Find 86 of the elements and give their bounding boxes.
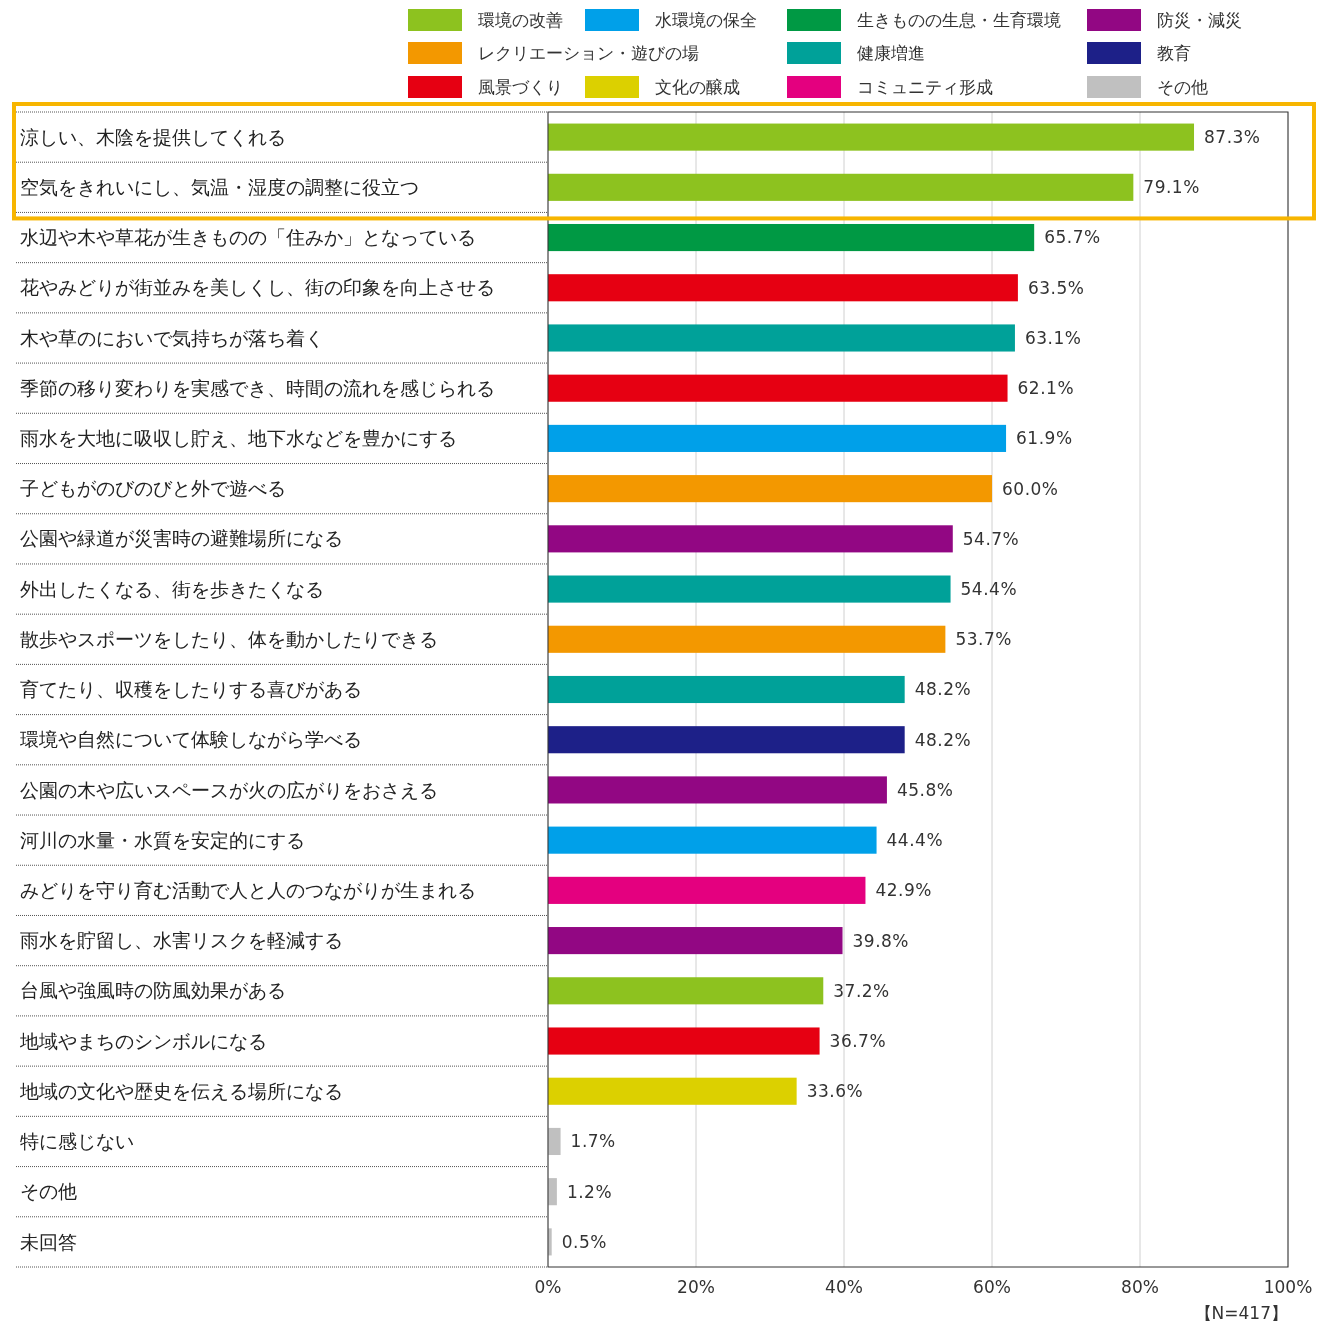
y-tick-label: 地域やまちのシンボルになる bbox=[19, 1029, 267, 1052]
data-label: 63.5% bbox=[1027, 277, 1085, 298]
bar bbox=[548, 525, 953, 553]
y-tick-label: 散歩やスポーツをしたり、体を動かしたりできる bbox=[20, 627, 438, 650]
bar bbox=[548, 977, 824, 1005]
bar bbox=[548, 1178, 557, 1206]
data-label: 1.7% bbox=[570, 1131, 616, 1152]
y-tick-label: 雨水を大地に吸収し貯え、地下水などを豊かにする bbox=[20, 427, 457, 450]
data-label: 1.2% bbox=[566, 1181, 613, 1202]
data-label: 79.1% bbox=[1143, 177, 1200, 198]
bar bbox=[548, 776, 887, 804]
x-tick-label: 40% bbox=[825, 1276, 863, 1297]
x-tick-label: 100% bbox=[1263, 1276, 1313, 1297]
y-tick-label: 地域の文化や歴史を伝える場所になる bbox=[19, 1079, 343, 1102]
data-label: 33.6% bbox=[806, 1081, 864, 1102]
data-label: 60.0% bbox=[1002, 478, 1059, 499]
bar bbox=[548, 675, 905, 704]
y-tick-label: 公園や緑道が災害時の避難場所になる bbox=[20, 527, 343, 550]
y-tick-label: その他 bbox=[20, 1180, 77, 1203]
legend-label: 文化の醸成 bbox=[655, 76, 740, 97]
legend-label: 生きものの生息・生育環境 bbox=[857, 9, 1061, 30]
legend-label: 環境の改善 bbox=[478, 9, 563, 30]
y-tick-label: 環境や自然について体験しながら学べる bbox=[20, 728, 362, 751]
y-tick-label: 空気をきれいにし、気温・湿度の調整に役立つ bbox=[20, 175, 419, 198]
data-label: 0.5% bbox=[561, 1231, 607, 1252]
data-label: 65.7% bbox=[1044, 227, 1101, 248]
data-label: 54.4% bbox=[960, 579, 1018, 600]
data-label: 54.7% bbox=[962, 528, 1020, 549]
data-label: 36.7% bbox=[829, 1030, 887, 1051]
bar bbox=[548, 1027, 820, 1055]
y-tick-label: みどりを守り育む活動で人と人のつながりが生まれる bbox=[20, 879, 476, 902]
legend-label: レクリエーション・遊びの場 bbox=[478, 42, 699, 63]
x-tick-label: 20% bbox=[677, 1276, 715, 1297]
legend-label: その他 bbox=[1157, 76, 1208, 97]
legend-label: 健康増進 bbox=[857, 42, 925, 63]
data-label: 48.2% bbox=[914, 729, 972, 750]
x-tick-label: 60% bbox=[973, 1276, 1011, 1297]
y-tick-label: 未回答 bbox=[20, 1230, 77, 1253]
data-label: 44.4% bbox=[886, 830, 944, 851]
y-tick-label: 花やみどりが街並みを美しくし、街の印象を向上させる bbox=[20, 276, 495, 299]
text: 【N=417】 bbox=[1194, 1303, 1288, 1323]
legend-label: 水環境の保全 bbox=[655, 9, 757, 30]
y-tick-label: 外出したくなる、街を歩きたくなる bbox=[20, 577, 324, 600]
data-label: 53.7% bbox=[955, 629, 1012, 650]
x-tick-label: 80% bbox=[1121, 1276, 1159, 1297]
bar bbox=[548, 826, 877, 854]
data-label: 48.2% bbox=[914, 679, 972, 700]
y-tick-label: 季節の移り変わりを実感でき、時間の流れを感じられる bbox=[20, 376, 495, 399]
data-label: 37.2% bbox=[833, 980, 890, 1001]
y-tick-label: 木や草のにおいで気持ちが落ち着く bbox=[20, 326, 324, 349]
y-tick-label: 涼しい、木陰を提供してくれる bbox=[20, 125, 286, 148]
bar bbox=[548, 173, 1134, 201]
y-tick-label: 特に感じない bbox=[20, 1130, 134, 1153]
legend-label: コミュニティ形成 bbox=[857, 76, 993, 97]
bar bbox=[548, 223, 1035, 252]
bar bbox=[548, 1077, 797, 1105]
bar bbox=[548, 123, 1195, 151]
data-label: 87.3% bbox=[1204, 127, 1261, 148]
data-label: 62.1% bbox=[1017, 378, 1075, 399]
data-label: 63.1% bbox=[1024, 327, 1082, 348]
bar bbox=[548, 424, 1007, 452]
data-label: 45.8% bbox=[896, 779, 954, 800]
bar bbox=[548, 324, 1015, 352]
y-tick-label: 育てたり、収穫をしたりする喜びがある bbox=[20, 678, 362, 701]
y-tick-label: 公園の木や広いスペースが火の広がりをおさえる bbox=[20, 778, 438, 801]
legend-label: 防災・減災 bbox=[1157, 9, 1242, 30]
y-tick-label: 子どもがのびのびと外で遊べる bbox=[20, 477, 286, 500]
bar bbox=[548, 726, 905, 754]
data-label: 42.9% bbox=[875, 880, 932, 901]
data-label: 61.9% bbox=[1016, 428, 1073, 449]
data-label: 39.8% bbox=[852, 930, 910, 951]
y-tick-label: 水辺や木や草花が生きものの「住みか」となっている bbox=[20, 226, 476, 249]
bar bbox=[548, 876, 866, 904]
bar bbox=[548, 927, 843, 955]
bar bbox=[548, 475, 992, 503]
x-tick-label: 0% bbox=[534, 1276, 562, 1297]
legend-label: 風景づくり bbox=[478, 76, 563, 97]
y-tick-label: 河川の水量・水質を安定的にする bbox=[20, 828, 305, 851]
bar bbox=[548, 274, 1018, 302]
bar bbox=[548, 625, 946, 653]
bar bbox=[548, 374, 1008, 402]
bar bbox=[548, 575, 951, 603]
legend-label: 教育 bbox=[1157, 42, 1191, 63]
bar bbox=[548, 1127, 561, 1156]
y-tick-label: 台風や強風時の防風効果がある bbox=[20, 979, 286, 1002]
y-tick-label: 雨水を貯留し、水害リスクを軽減する bbox=[20, 929, 343, 952]
